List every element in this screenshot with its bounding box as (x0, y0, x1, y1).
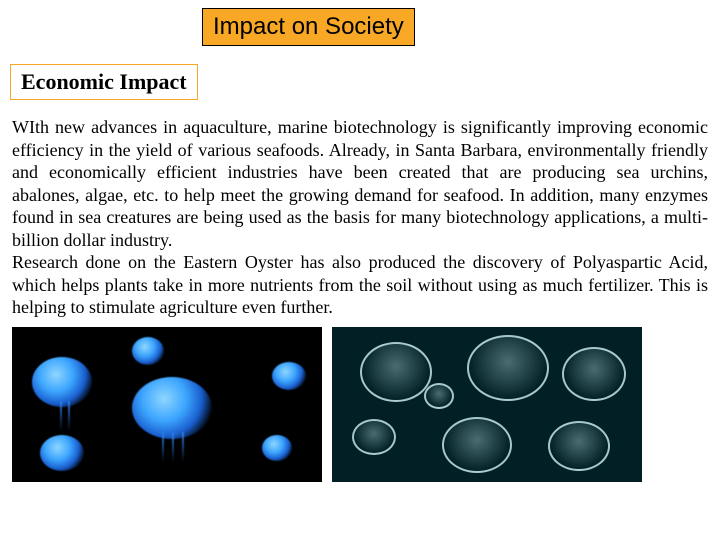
section-subtitle: Economic Impact (10, 64, 198, 100)
image-jellyfish-teal (332, 327, 642, 482)
slide-page: Impact on Society Economic Impact WIth n… (0, 0, 720, 540)
paragraph-1: WIth new advances in aquaculture, marine… (12, 117, 708, 250)
body-text-block: WIth new advances in aquaculture, marine… (12, 116, 708, 319)
image-jellyfish-blue (12, 327, 322, 482)
paragraph-2: Research done on the Eastern Oyster has … (12, 252, 708, 317)
image-row (12, 327, 708, 482)
page-title: Impact on Society (202, 8, 415, 46)
